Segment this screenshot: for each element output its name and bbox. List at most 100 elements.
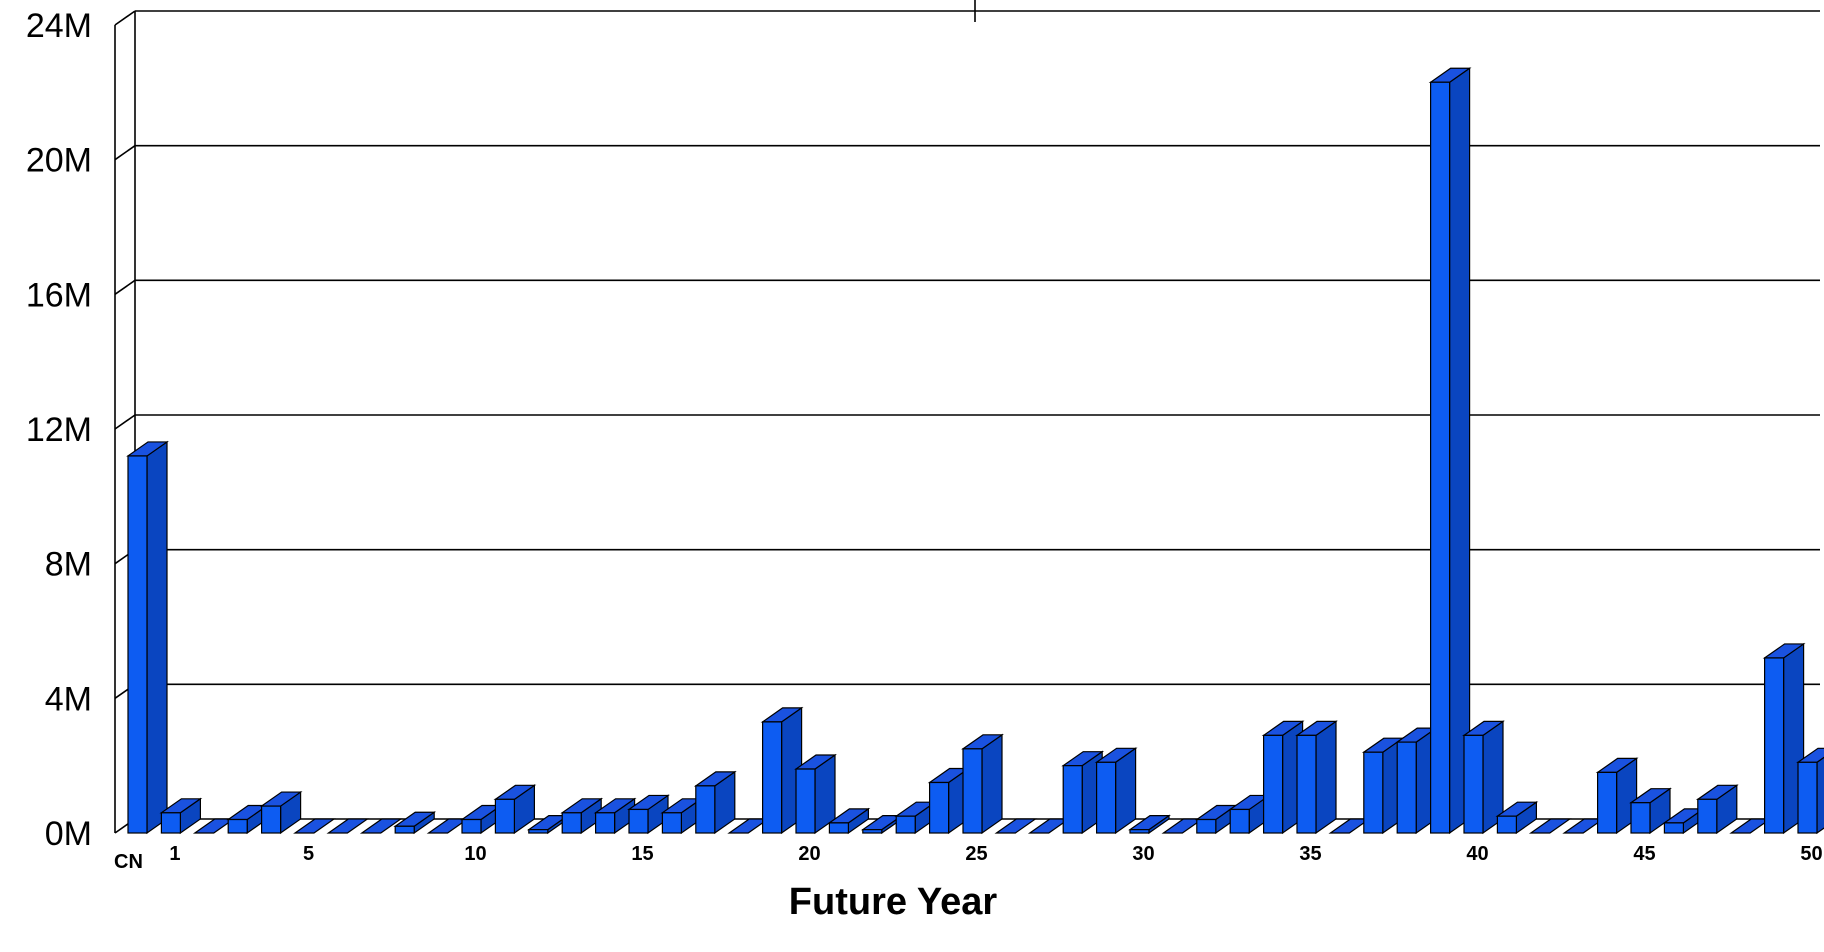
gridline-side xyxy=(114,279,136,295)
x-tick-label: 45 xyxy=(1633,843,1655,865)
bar-front xyxy=(1463,734,1484,834)
x-tick-label: CN xyxy=(114,851,143,873)
bar-front xyxy=(928,781,950,834)
bar xyxy=(359,818,403,834)
bar xyxy=(1061,750,1105,835)
bar xyxy=(1528,818,1572,834)
bar xyxy=(693,770,737,835)
bars xyxy=(126,67,1824,835)
x-tick-label: 25 xyxy=(965,843,987,865)
bar-front xyxy=(1229,808,1250,834)
bar-front xyxy=(1496,815,1518,834)
bar-front xyxy=(127,455,148,834)
y-tick-label: 0M xyxy=(45,815,92,853)
bar xyxy=(827,807,871,835)
y-axis-ticks: 0M 4M 8M 12M 16M 20M 24M xyxy=(26,7,92,853)
bar-front xyxy=(1630,802,1651,834)
gridline-side xyxy=(114,145,136,161)
bar-front xyxy=(1763,657,1785,834)
bar xyxy=(293,818,336,834)
bar-front xyxy=(1296,734,1317,834)
x-tick-label: 20 xyxy=(798,843,820,865)
bar xyxy=(393,811,437,835)
bar-front xyxy=(795,768,816,834)
bar xyxy=(1462,720,1505,835)
gridline-side xyxy=(114,10,136,26)
bar-side xyxy=(1448,67,1471,835)
bar-front xyxy=(1095,761,1117,834)
bar-front xyxy=(1062,765,1083,834)
bar-front xyxy=(461,818,482,834)
bar-front xyxy=(1262,734,1284,834)
bar-top xyxy=(994,818,1038,834)
x-tick-label: 35 xyxy=(1299,843,1321,865)
bar-front xyxy=(561,812,582,834)
bar-front xyxy=(1396,741,1417,834)
bar-front xyxy=(494,798,515,834)
bar xyxy=(1094,747,1138,835)
bar-side xyxy=(1315,720,1337,835)
bar xyxy=(159,797,203,835)
x-tick-label: 15 xyxy=(631,843,653,865)
bar-front xyxy=(1596,771,1618,834)
bar-front xyxy=(962,748,983,834)
bar-front xyxy=(761,721,783,834)
bar-front xyxy=(1697,798,1718,834)
bar-top xyxy=(359,818,403,834)
bar xyxy=(1796,747,1824,835)
bar xyxy=(259,790,303,835)
x-tick-label: 30 xyxy=(1132,843,1154,865)
bar xyxy=(493,784,537,835)
bar xyxy=(1428,67,1472,835)
bar-front xyxy=(1129,829,1150,834)
bar xyxy=(794,753,837,835)
bar-front xyxy=(160,812,181,834)
bar xyxy=(126,440,169,835)
x-tick-label: 10 xyxy=(464,843,486,865)
gridline-side xyxy=(114,414,136,430)
bar-top xyxy=(293,818,336,834)
bar-front xyxy=(661,812,683,834)
bar xyxy=(994,818,1038,834)
bar-front xyxy=(628,808,649,834)
x-tick-label: 40 xyxy=(1466,843,1488,865)
bar-front xyxy=(261,805,282,834)
bar xyxy=(560,797,604,835)
x-tick-label: 1 xyxy=(169,843,180,865)
bar-front xyxy=(895,815,916,834)
gridlines xyxy=(114,0,1820,834)
bar xyxy=(1128,814,1171,835)
bar xyxy=(961,733,1004,835)
bar-front xyxy=(227,818,248,834)
x-tick-label: 50 xyxy=(1800,843,1822,865)
bar-front xyxy=(1663,822,1685,834)
bar xyxy=(593,797,637,835)
bar-front xyxy=(1429,81,1451,834)
y-tick-label: 8M xyxy=(45,546,92,584)
x-axis-label: Future Year xyxy=(789,881,998,923)
bar-side xyxy=(981,733,1003,835)
bar-front xyxy=(1363,751,1384,834)
bar-front xyxy=(528,829,549,834)
x-axis-ticks: CN 1 5 10 15 20 25 30 35 40 45 50 xyxy=(114,843,1823,873)
bar-front xyxy=(594,812,616,834)
bar-side xyxy=(146,440,168,835)
y-tick-label: 16M xyxy=(26,276,92,314)
bar xyxy=(326,818,370,834)
bar-top xyxy=(326,818,370,834)
bar-front xyxy=(862,829,883,834)
y-tick-label: 20M xyxy=(26,142,92,180)
bar-front xyxy=(394,825,415,834)
bar xyxy=(1495,801,1539,835)
bar-front xyxy=(695,785,716,834)
bar-side xyxy=(1114,747,1137,835)
bar-front xyxy=(828,822,850,834)
bar xyxy=(627,794,670,835)
y-tick-label: 24M xyxy=(26,7,92,45)
x-tick-label: 5 xyxy=(303,843,314,865)
y-tick-label: 12M xyxy=(26,411,92,449)
bar xyxy=(1695,784,1739,835)
y-tick-label: 4M xyxy=(45,680,92,718)
bar-front xyxy=(1797,761,1818,834)
bar-front xyxy=(1196,818,1217,834)
